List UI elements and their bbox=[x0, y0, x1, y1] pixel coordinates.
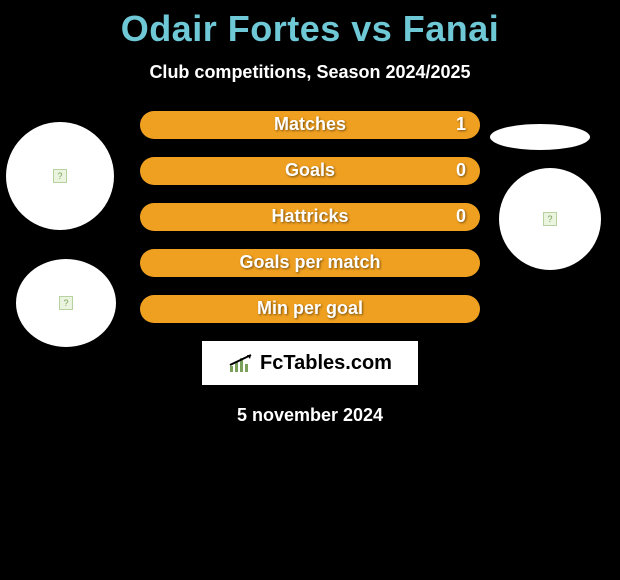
stat-label: Goals bbox=[140, 160, 480, 181]
logo-text: FcTables.com bbox=[260, 352, 392, 375]
stat-value: 0 bbox=[456, 206, 466, 227]
fctables-logo[interactable]: FcTables.com bbox=[202, 341, 418, 385]
image-placeholder-icon: ? bbox=[53, 169, 67, 183]
player-avatar-left-2: ? bbox=[16, 259, 116, 347]
image-placeholder-icon: ? bbox=[59, 296, 73, 310]
chart-icon bbox=[228, 352, 254, 374]
stat-label: Goals per match bbox=[140, 252, 480, 273]
image-placeholder-icon: ? bbox=[543, 212, 557, 226]
stat-value: 0 bbox=[456, 160, 466, 181]
stat-row-goals-per-match: Goals per match bbox=[140, 249, 480, 277]
logo-inner: FcTables.com bbox=[228, 352, 392, 375]
stat-value: 1 bbox=[456, 114, 466, 135]
stats-container: Matches 1 Goals 0 Hattricks 0 Goals per … bbox=[140, 111, 480, 323]
date-label: 5 november 2024 bbox=[0, 405, 620, 426]
player-avatar-right: ? bbox=[499, 168, 601, 270]
stat-row-min-per-goal: Min per goal bbox=[140, 295, 480, 323]
page-title: Odair Fortes vs Fanai bbox=[0, 0, 620, 50]
subtitle: Club competitions, Season 2024/2025 bbox=[0, 62, 620, 83]
stat-row-matches: Matches 1 bbox=[140, 111, 480, 139]
stat-label: Matches bbox=[140, 114, 480, 135]
stat-label: Min per goal bbox=[140, 298, 480, 319]
player-pill-right bbox=[490, 124, 590, 150]
stat-row-goals: Goals 0 bbox=[140, 157, 480, 185]
player-avatar-left-1: ? bbox=[6, 122, 114, 230]
stat-row-hattricks: Hattricks 0 bbox=[140, 203, 480, 231]
stat-label: Hattricks bbox=[140, 206, 480, 227]
